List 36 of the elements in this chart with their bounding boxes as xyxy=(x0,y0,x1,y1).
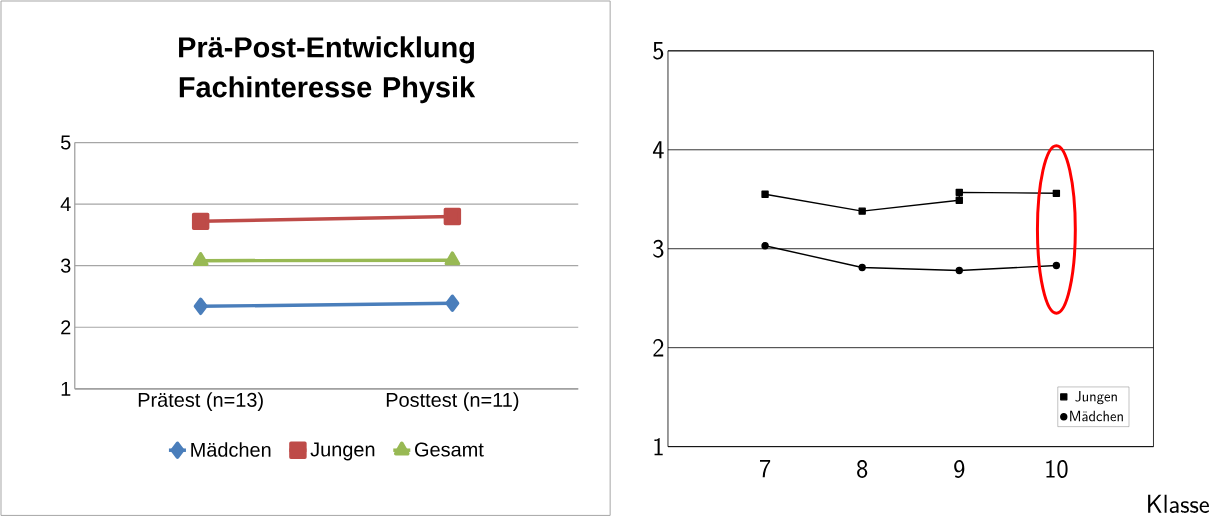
point xyxy=(191,212,210,230)
x-tick-label: 7 xyxy=(759,459,771,478)
y-tick-label: 1 xyxy=(654,437,663,456)
point xyxy=(761,241,769,250)
legend-label: Jungen xyxy=(310,442,375,461)
legend-label: Mädchen xyxy=(191,442,271,457)
x-tick-label: 9 xyxy=(954,459,965,478)
y-tick-label: 2 xyxy=(61,320,71,334)
point xyxy=(193,297,208,315)
point xyxy=(443,207,462,225)
point xyxy=(955,266,963,274)
point xyxy=(858,207,866,215)
point xyxy=(955,196,963,204)
x-tick-label: Prätest (n=13) xyxy=(138,392,263,411)
legend-label: Gesamt xyxy=(415,442,484,457)
legend-label: Mädchen xyxy=(1070,410,1123,422)
point xyxy=(761,190,769,198)
x-axis-title: Klasse xyxy=(1148,494,1209,513)
point xyxy=(445,294,460,312)
y-tick-label: 4 xyxy=(652,141,664,159)
x-tick-label: Posttest (n=11) xyxy=(386,392,519,411)
chart-title: Prä-Post-Entwicklung Fachinteresse Physik xyxy=(179,36,476,103)
y-tick-label: 1 xyxy=(61,381,71,396)
y-tick-label: 2 xyxy=(653,338,664,357)
y-tick-label: 4 xyxy=(60,197,71,211)
y-tick-label: 5 xyxy=(60,135,71,150)
point xyxy=(955,188,963,196)
y-tick-label: 3 xyxy=(60,258,71,273)
point xyxy=(858,263,866,272)
x-tick-label: 8 xyxy=(857,459,868,478)
y-tick-label: 3 xyxy=(653,239,664,258)
y-tick-label: 5 xyxy=(653,41,664,60)
point xyxy=(1052,189,1061,197)
legend-label: Jungen xyxy=(1075,390,1117,405)
x-tick-label: 10 xyxy=(1046,459,1068,478)
point xyxy=(1052,261,1061,270)
